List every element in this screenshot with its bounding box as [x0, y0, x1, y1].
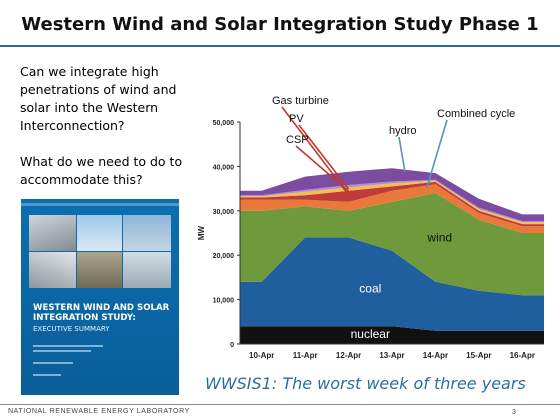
callout-leader-combined-cycle — [425, 119, 448, 189]
cover-fine-print — [33, 374, 61, 376]
callout-label-gas-turbine: Gas turbine — [272, 95, 329, 107]
cover-stripe — [21, 203, 179, 206]
callout-label-pv: PV — [289, 113, 304, 125]
x-tick-label: 15-Apr — [466, 351, 491, 360]
series-area-pv — [240, 179, 544, 223]
callout-label-combined-cycle: Combined cycle — [437, 108, 515, 120]
callout-label-csp: CSP — [286, 134, 309, 146]
bullet-list: Can we integrate high penetrations of wi… — [20, 63, 205, 207]
series-label-coal: coal — [359, 282, 381, 296]
cover-title-line2: INTEGRATION STUDY: — [33, 313, 136, 323]
page-number: 3 — [512, 409, 516, 416]
x-tick-label: 11-Apr — [293, 351, 318, 360]
cover-fine-print — [33, 350, 91, 352]
cover-photo-lines — [123, 252, 171, 288]
title-divider — [0, 45, 560, 47]
cover-title: WESTERN WIND AND SOLAR INTEGRATION STUDY… — [33, 303, 173, 323]
y-tick-label: 40,000 — [213, 164, 235, 171]
series-area-combined-cycle — [240, 184, 544, 233]
series-area-wind — [240, 193, 544, 296]
generation-stack-chart: 0 10,000 20,000 30,000 40,000 50,000 10-Apr 11-… — [197, 95, 544, 360]
slide-title: Western Wind and Solar Integration Study… — [21, 14, 539, 35]
cover-photo-panels — [29, 252, 76, 288]
y-tick-label: 50,000 — [213, 120, 235, 127]
cover-subtitle: EXECUTIVE SUMMARY — [33, 325, 110, 333]
x-tick-label: 12-Apr — [336, 351, 361, 360]
bullet-question-2: What do we need to do to accommodate thi… — [20, 154, 183, 187]
chart-caption: WWSIS1: The worst week of three years — [205, 374, 526, 393]
cover-fine-print — [33, 362, 73, 364]
series-label-nuclear: nuclear — [351, 327, 390, 341]
series-area-gas-turbine — [240, 181, 544, 227]
series-area-coal — [240, 237, 544, 331]
x-tick-label: 16-Apr — [510, 351, 535, 360]
report-cover-image: WESTERN WIND AND SOLAR INTEGRATION STUDY… — [21, 199, 179, 395]
callout-leader-csp — [295, 145, 350, 192]
x-tick-label: 14-Apr — [423, 351, 448, 360]
callout-leader-hydro — [398, 136, 406, 173]
cover-fine-print — [33, 345, 103, 347]
y-tick-label: 30,000 — [213, 209, 235, 216]
footer-divider — [0, 404, 560, 405]
cover-photo-desert — [77, 252, 122, 288]
series-area-nuclear — [240, 326, 544, 344]
x-tick-label: 10-Apr — [249, 351, 274, 360]
footer-organization: NATIONAL RENEWABLE ENERGY LABORATORY — [8, 408, 190, 415]
y-tick-label: 0 — [230, 342, 234, 349]
series-area-hydro — [240, 168, 544, 221]
callout-leader-gas-turbine — [281, 106, 350, 196]
y-tick-label: 20,000 — [213, 253, 235, 260]
cover-photo-transmission — [123, 215, 171, 251]
x-tick-label: 13-Apr — [379, 351, 404, 360]
callout-leader-pv — [298, 124, 350, 190]
series-label-wind: wind — [426, 230, 452, 244]
y-tick-label: 10,000 — [213, 298, 235, 305]
cover-photo-solar — [29, 215, 76, 251]
callout-label-hydro: hydro — [389, 125, 417, 137]
cover-photo-wind — [77, 215, 122, 251]
bullet-question-1: Can we integrate high penetrations of wi… — [20, 64, 177, 133]
cover-title-line1: WESTERN WIND AND SOLAR — [33, 303, 170, 313]
series-area-csp — [240, 180, 544, 225]
y-axis-label: MW — [197, 225, 206, 240]
